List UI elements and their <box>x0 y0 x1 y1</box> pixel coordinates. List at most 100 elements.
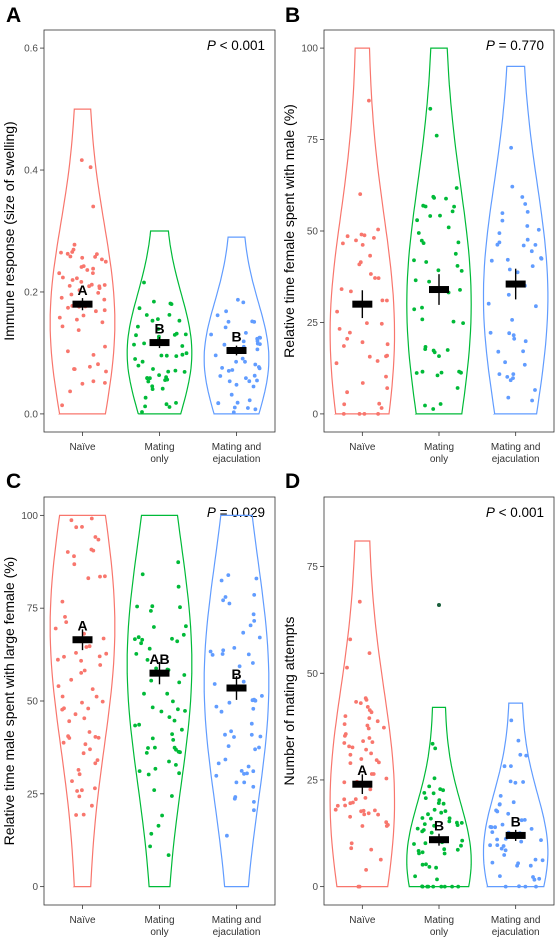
y-tick-label: 50 <box>307 227 319 238</box>
data-point <box>455 847 460 852</box>
data-point <box>345 234 350 239</box>
x-tick-label: Mating and ejaculation <box>212 442 261 465</box>
data-point <box>424 260 429 264</box>
data-point <box>502 764 507 769</box>
data-point <box>232 735 236 739</box>
data-point <box>164 402 169 407</box>
data-point <box>428 214 433 218</box>
data-point <box>430 741 435 746</box>
data-point <box>419 238 424 243</box>
plot-frame <box>323 29 555 433</box>
data-point <box>255 378 259 383</box>
data-point <box>509 764 513 768</box>
chart-panel-d: D P < 0.001 0 25 50 75 Number of mating attemp… <box>281 470 555 938</box>
data-point <box>133 723 138 728</box>
data-point <box>251 706 256 711</box>
x-tick-label: Naïve <box>69 915 96 926</box>
data-point <box>74 813 78 817</box>
data-point <box>165 691 170 696</box>
data-point <box>103 381 107 385</box>
data-point <box>96 291 101 295</box>
data-point <box>384 776 389 781</box>
data-point <box>343 714 348 718</box>
x-tick-label: Mating only <box>144 442 174 465</box>
data-point <box>91 271 95 275</box>
data-point <box>376 812 380 817</box>
data-point <box>178 750 182 755</box>
data-point <box>208 649 213 654</box>
data-point <box>455 386 460 390</box>
data-point <box>146 746 150 750</box>
data-point <box>173 368 178 373</box>
data-point <box>60 599 65 604</box>
data-point <box>60 694 65 699</box>
data-point <box>348 814 352 819</box>
data-point <box>516 861 520 866</box>
data-point <box>539 838 543 842</box>
data-point <box>223 325 228 330</box>
data-point <box>231 410 236 415</box>
data-point <box>95 758 100 762</box>
data-point <box>412 258 416 263</box>
group-letter: A <box>357 762 367 778</box>
data-point <box>533 388 537 392</box>
data-point <box>177 318 182 323</box>
data-point <box>251 784 256 789</box>
data-point <box>163 378 168 382</box>
data-point <box>361 739 365 743</box>
data-point <box>489 258 494 263</box>
data-point <box>159 709 164 714</box>
data-point <box>377 760 381 765</box>
data-point <box>360 824 365 828</box>
data-point <box>72 367 77 371</box>
data-point <box>66 349 70 354</box>
p-value: P = 0.029 <box>207 505 265 520</box>
data-point <box>426 812 430 817</box>
x-tick-label: Naïve <box>349 442 376 453</box>
violin-1 <box>406 47 472 415</box>
data-point <box>85 268 90 272</box>
data-point <box>427 279 431 284</box>
data-point <box>510 184 515 189</box>
data-point <box>505 257 510 262</box>
data-point <box>70 278 75 282</box>
data-point <box>497 802 502 806</box>
x-tick-label: Naïve <box>69 442 96 453</box>
data-point <box>249 732 254 737</box>
data-point <box>71 247 76 252</box>
data-point <box>136 363 141 368</box>
data-point <box>88 165 93 170</box>
data-point <box>362 812 367 817</box>
data-point <box>508 779 513 784</box>
data-point <box>97 654 102 659</box>
data-point <box>143 395 148 400</box>
data-point <box>520 195 525 199</box>
data-point <box>156 327 161 331</box>
y-tick-label: 50 <box>307 669 319 680</box>
data-point <box>422 822 427 826</box>
data-point <box>438 402 443 406</box>
data-point <box>335 803 340 808</box>
data-point <box>76 768 81 772</box>
data-point <box>251 769 256 774</box>
group-letter: B <box>511 813 521 829</box>
data-point <box>529 827 534 831</box>
data-point <box>246 764 251 769</box>
data-point <box>342 780 347 785</box>
p-value: P = 0.770 <box>486 38 544 53</box>
data-point <box>524 753 529 758</box>
data-point <box>494 808 498 813</box>
data-point <box>229 729 234 734</box>
data-point <box>347 744 351 749</box>
mean-marker <box>352 780 373 788</box>
data-point <box>349 289 353 294</box>
data-point <box>166 369 171 374</box>
data-point <box>79 280 84 284</box>
data-point <box>422 791 427 795</box>
data-point <box>241 679 246 684</box>
data-point <box>225 833 229 838</box>
data-point <box>348 752 353 757</box>
data-point <box>242 780 247 785</box>
panel-letter: B <box>285 4 300 27</box>
data-point <box>360 243 365 247</box>
